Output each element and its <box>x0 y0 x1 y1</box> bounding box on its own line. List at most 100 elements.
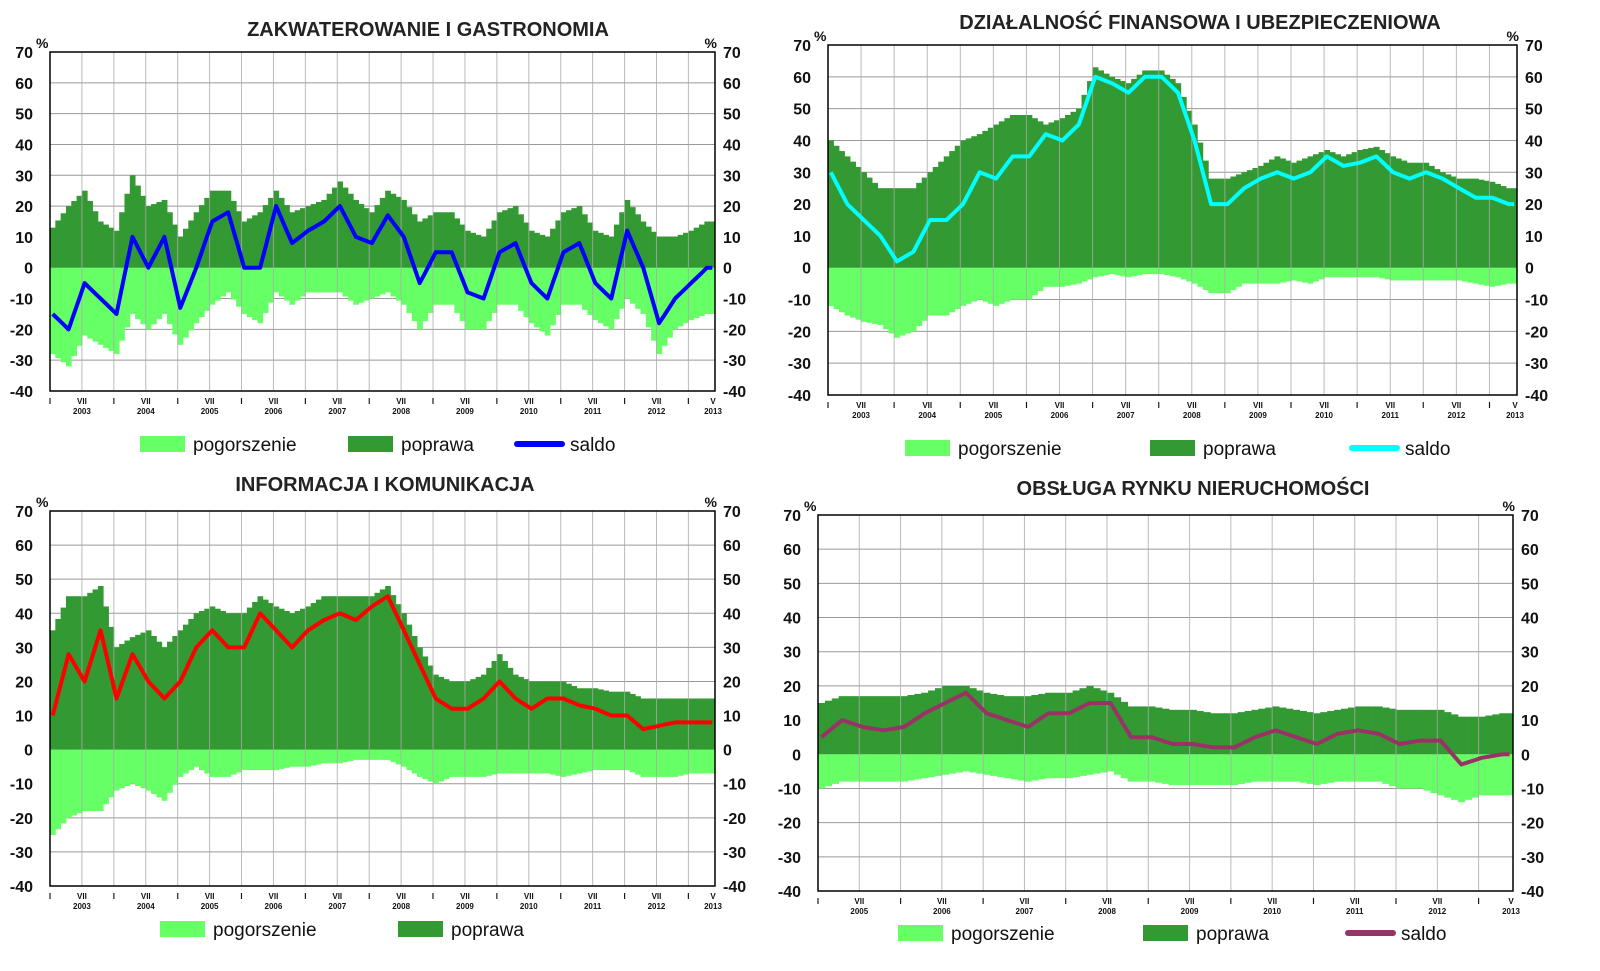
x-month-label: I <box>113 892 115 901</box>
bar-pogorszenie <box>1268 267 1275 284</box>
bar-poprawa <box>969 688 977 755</box>
bar-pogorszenie <box>1031 754 1039 781</box>
bar-pogorszenie <box>156 267 163 320</box>
y-tick-label-right: 60 <box>1521 542 1539 559</box>
bar-pogorszenie <box>1318 267 1325 280</box>
bar-poprawa <box>502 210 508 268</box>
bar-pogorszenie <box>310 749 317 766</box>
y-tick-label-right: 60 <box>723 76 741 93</box>
bar-pogorszenie <box>845 754 853 782</box>
bar-pogorszenie <box>1299 754 1307 783</box>
y-tick-label-left: 60 <box>15 76 33 93</box>
bar-poprawa <box>358 596 365 750</box>
unit-label-right: % <box>1503 498 1516 514</box>
x-year-label: 2008 <box>1183 411 1201 420</box>
bar-poprawa <box>651 231 657 268</box>
bar-poprawa <box>512 206 519 268</box>
bar-pogorszenie <box>50 749 56 835</box>
bar-poprawa <box>347 596 354 750</box>
bar-pogorszenie <box>619 267 625 309</box>
x-month-label: VII <box>1319 401 1329 410</box>
bar-pogorszenie <box>183 267 189 338</box>
x-month-label: VII <box>332 892 342 901</box>
bar-poprawa <box>443 212 450 268</box>
bar-pogorszenie <box>512 267 519 305</box>
bar-poprawa <box>316 201 322 268</box>
bar-pogorszenie <box>1302 267 1308 283</box>
bar-pogorszenie <box>507 749 514 774</box>
bar-pogorszenie <box>129 749 136 784</box>
x-year-label: 2009 <box>1181 907 1199 916</box>
bar-pogorszenie <box>1038 754 1046 780</box>
bar-poprawa <box>172 224 179 268</box>
bar-poprawa <box>236 613 242 750</box>
bar-poprawa <box>1258 708 1266 755</box>
bar-pogorszenie <box>358 267 365 303</box>
x-month-label: VII <box>988 401 998 410</box>
bar-poprawa <box>1351 152 1358 268</box>
x-month-label: I <box>1065 897 1067 906</box>
x-month-label: VII <box>205 397 215 406</box>
bar-poprawa <box>1384 153 1391 268</box>
bar-poprawa <box>886 696 895 755</box>
legend-label-saldo: saldo <box>1405 439 1450 460</box>
x-month-label: VII <box>1055 401 1065 410</box>
bar-pogorszenie <box>693 749 700 774</box>
bar-pogorszenie <box>910 267 917 332</box>
bar-poprawa <box>624 691 631 750</box>
bar-pogorszenie <box>905 267 912 334</box>
y-tick-label-left: 40 <box>15 137 33 154</box>
bar-poprawa <box>438 676 445 750</box>
bar-pogorszenie <box>1197 267 1204 287</box>
bar-poprawa <box>422 656 429 750</box>
x-year-label: 2005 <box>850 907 868 916</box>
legend-label-poprawa: poprawa <box>451 920 524 941</box>
bar-pogorszenie <box>534 749 540 774</box>
bar-pogorszenie <box>1093 754 1101 774</box>
bar-poprawa <box>422 218 429 268</box>
bar-poprawa <box>1423 162 1430 268</box>
bar-pogorszenie <box>1182 754 1190 786</box>
bar-pogorszenie <box>1467 267 1474 283</box>
bar-poprawa <box>129 175 136 268</box>
x-month-label: VII <box>1102 897 1112 906</box>
bar-poprawa <box>550 681 556 750</box>
bar-poprawa <box>140 632 147 750</box>
bar-pogorszenie <box>688 749 695 774</box>
x-month-label: I <box>432 892 434 901</box>
bar-poprawa <box>1299 710 1307 755</box>
bar-pogorszenie <box>866 754 874 782</box>
bar-poprawa <box>1268 159 1275 268</box>
bar-pogorszenie <box>608 749 615 771</box>
bar-poprawa <box>645 226 652 268</box>
bar-poprawa <box>1197 142 1204 268</box>
bar-poprawa <box>1335 154 1342 268</box>
bar-pogorszenie <box>677 267 684 327</box>
bar-poprawa <box>1191 124 1198 268</box>
bar-pogorszenie <box>1058 754 1067 779</box>
bar-poprawa <box>198 611 205 750</box>
x-month-label: VII <box>269 397 279 406</box>
bar-pogorszenie <box>1017 754 1025 781</box>
bar-poprawa <box>1506 713 1514 755</box>
bar-pogorszenie <box>1291 267 1297 281</box>
bar-poprawa <box>156 201 163 268</box>
bar-poprawa <box>838 696 846 755</box>
bar-pogorszenie <box>1457 754 1466 803</box>
x-year-label: 2011 <box>584 407 602 416</box>
bar-pogorszenie <box>672 749 679 777</box>
bar-pogorszenie <box>1500 267 1507 285</box>
bar-pogorszenie <box>998 267 1005 304</box>
bar-poprawa <box>1217 713 1225 755</box>
bar-pogorszenie <box>928 754 936 778</box>
y-tick-label-left: 60 <box>793 70 811 87</box>
bar-poprawa <box>1329 152 1336 268</box>
bar-poprawa <box>294 611 301 750</box>
bar-pogorszenie <box>1045 754 1053 779</box>
bar-pogorszenie <box>331 749 338 764</box>
bar-poprawa <box>220 190 226 268</box>
bar-pogorszenie <box>369 267 375 299</box>
bar-pogorszenie <box>1373 267 1380 278</box>
x-month-label: I <box>560 892 562 901</box>
bar-poprawa <box>1045 692 1053 755</box>
